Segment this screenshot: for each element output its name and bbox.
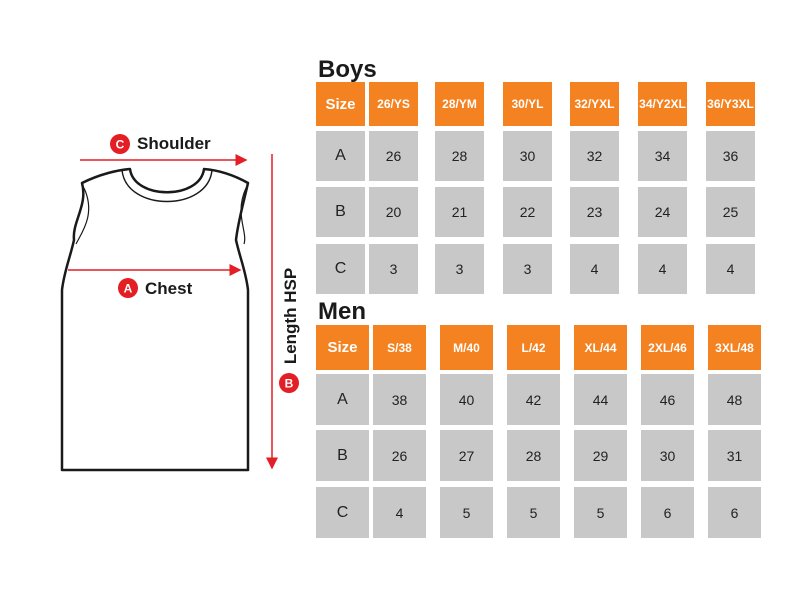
measurement-cell: 21 (435, 187, 484, 237)
length-badge-icon: B (279, 373, 299, 393)
measurement-cell: 3 (435, 244, 484, 294)
size-column-header: 34/Y2XL (638, 82, 687, 126)
measurement-cell: 3 (369, 244, 418, 294)
measurement-row-label: B (316, 187, 365, 237)
measurement-cell: 23 (570, 187, 619, 237)
measurement-cell: 28 (435, 131, 484, 181)
tank-top-icon (60, 167, 250, 472)
measurement-cell: 48 (708, 374, 761, 425)
size-column-header: S/38 (373, 325, 426, 370)
size-header: Size (316, 82, 365, 126)
men-title: Men (318, 298, 366, 325)
measurement-cell: 32 (570, 131, 619, 181)
size-column-header: 30/YL (503, 82, 552, 126)
length-badge-letter: B (285, 377, 294, 391)
measurement-cell: 30 (641, 430, 694, 481)
measurement-cell: 46 (641, 374, 694, 425)
size-column-header: 3XL/48 (708, 325, 761, 370)
measurement-row-label: C (316, 487, 369, 538)
measurement-cell: 4 (706, 244, 755, 294)
measurement-cell: 3 (503, 244, 552, 294)
measurement-cell: 31 (708, 430, 761, 481)
measurement-cell: 5 (574, 487, 627, 538)
shirt-measurement-diagram: C Shoulder A Chest Length HSP B (60, 134, 300, 472)
measurement-cell: 24 (638, 187, 687, 237)
size-column-header: L/42 (507, 325, 560, 370)
measurement-cell: 26 (369, 131, 418, 181)
measurement-cell: 5 (507, 487, 560, 538)
measurement-cell: 20 (369, 187, 418, 237)
shoulder-badge-icon: C (110, 134, 130, 154)
boys-title: Boys (318, 56, 377, 83)
measurement-cell: 40 (440, 374, 493, 425)
measurement-cell: 4 (373, 487, 426, 538)
size-column-header: 28/YM (435, 82, 484, 126)
measurement-cell: 6 (641, 487, 694, 538)
measurement-row-label: A (316, 374, 369, 425)
size-column-header: 36/Y3XL (706, 82, 755, 126)
shoulder-badge-letter: C (116, 138, 125, 152)
length-label: Length HSP (281, 268, 300, 364)
measurement-cell: 44 (574, 374, 627, 425)
size-column-header: 32/YXL (570, 82, 619, 126)
measurement-cell: 42 (507, 374, 560, 425)
measurement-row-label: C (316, 244, 365, 294)
size-header: Size (316, 325, 369, 370)
measurement-cell: 29 (574, 430, 627, 481)
measurement-cell: 4 (570, 244, 619, 294)
measurement-cell: 5 (440, 487, 493, 538)
size-column-header: 26/YS (369, 82, 418, 126)
measurement-cell: 25 (706, 187, 755, 237)
size-column-header: 2XL/46 (641, 325, 694, 370)
size-column-header: XL/44 (574, 325, 627, 370)
measurement-cell: 6 (708, 487, 761, 538)
chest-label: Chest (145, 279, 193, 298)
measurement-cell: 22 (503, 187, 552, 237)
chest-badge-letter: A (124, 282, 133, 296)
measurement-cell: 36 (706, 131, 755, 181)
measurement-cell: 34 (638, 131, 687, 181)
measurement-cell: 28 (507, 430, 560, 481)
measurement-cell: 38 (373, 374, 426, 425)
measurement-cell: 4 (638, 244, 687, 294)
size-column-header: M/40 (440, 325, 493, 370)
measurement-cell: 30 (503, 131, 552, 181)
measurement-row-label: A (316, 131, 365, 181)
chest-badge-icon: A (118, 278, 138, 298)
shoulder-label: Shoulder (137, 134, 211, 153)
measurement-row-label: B (316, 430, 369, 481)
measurement-cell: 26 (373, 430, 426, 481)
measurement-cell: 27 (440, 430, 493, 481)
